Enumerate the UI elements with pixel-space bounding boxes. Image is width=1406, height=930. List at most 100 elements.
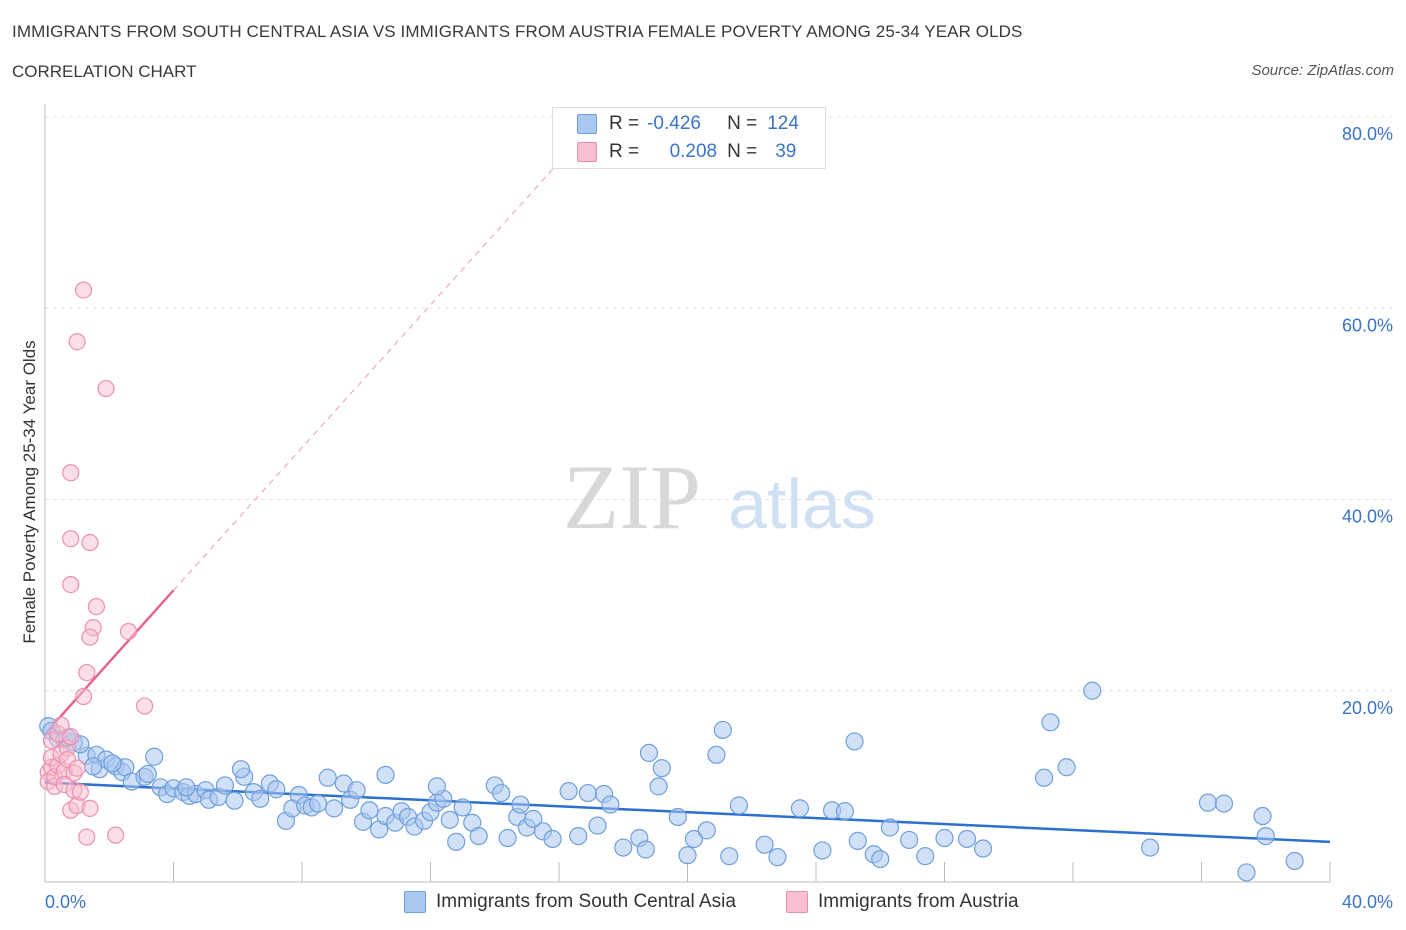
data-point-south-central-asia — [848, 831, 867, 850]
data-point-south-central-asia — [498, 828, 517, 848]
data-point-south-central-asia — [790, 799, 810, 818]
data-point-south-central-asia — [559, 782, 578, 801]
data-point-south-central-asia — [639, 743, 659, 763]
data-point-south-central-asia — [447, 832, 466, 851]
watermark-atlas: atlas — [728, 465, 876, 543]
y-tick-label: 60.0% — [1342, 315, 1393, 335]
x-tick-label-min: 0.0% — [45, 892, 86, 912]
bottom-legend-swatch-pink — [786, 891, 808, 913]
data-point-austria — [78, 663, 96, 682]
data-point-south-central-asia — [1057, 758, 1076, 777]
data-point-south-central-asia — [588, 816, 607, 835]
data-point-south-central-asia — [768, 848, 787, 867]
legend-n-label: N = — [727, 141, 758, 162]
data-point-south-central-asia — [376, 765, 395, 785]
y-tick-label: 40.0% — [1342, 507, 1393, 527]
data-point-south-central-asia — [720, 847, 739, 866]
data-point-south-central-asia — [318, 768, 337, 787]
data-point-south-central-asia — [835, 802, 855, 821]
series-south-central-asia — [39, 681, 1304, 882]
data-point-south-central-asia — [649, 777, 668, 796]
data-point-south-central-asia — [84, 757, 103, 776]
data-point-south-central-asia — [469, 826, 488, 846]
y-tick-label: 20.0% — [1342, 698, 1393, 718]
stats-legend: R = -0.426 N = 124 R = 0.208 N = 39 — [552, 107, 826, 169]
data-point-south-central-asia — [138, 764, 157, 784]
data-point-austria — [81, 533, 99, 552]
bottom-legend-blue: Immigrants from South Central Asia — [404, 889, 736, 915]
data-point-south-central-asia — [578, 783, 598, 803]
data-point-austria — [62, 576, 80, 594]
y-tick-label: 80.0% — [1342, 124, 1393, 144]
data-point-south-central-asia — [103, 754, 122, 773]
legend-swatch-pink — [577, 142, 597, 162]
data-point-south-central-asia — [440, 810, 459, 829]
data-point-austria — [62, 728, 80, 746]
data-point-austria — [135, 697, 154, 715]
data-point-south-central-asia — [871, 849, 890, 869]
data-point-south-central-asia — [511, 795, 530, 814]
data-point-south-central-asia — [267, 780, 286, 799]
data-point-south-central-asia — [678, 846, 697, 865]
data-point-south-central-asia — [1083, 681, 1102, 700]
data-point-austria — [52, 716, 70, 734]
data-point-south-central-asia — [177, 778, 196, 797]
data-point-south-central-asia — [325, 799, 344, 818]
legend-r-value: -0.426 — [647, 113, 701, 134]
data-point-south-central-asia — [636, 840, 655, 859]
data-point-south-central-asia — [652, 759, 671, 778]
data-point-south-central-asia — [880, 818, 899, 837]
data-point-south-central-asia — [668, 807, 687, 827]
watermark: ZIP atlas — [563, 446, 876, 548]
data-point-south-central-asia — [251, 789, 270, 808]
bottom-legend-label-pink: Immigrants from Austria — [818, 891, 1019, 912]
data-point-south-central-asia — [957, 829, 977, 849]
axis-labels: Female Poverty Among 25-34 Year Olds 20.0… — [20, 124, 1393, 912]
data-point-austria — [97, 379, 115, 398]
legend-row-pink: R = 0.208 N = 39 — [577, 139, 796, 165]
data-point-south-central-asia — [845, 732, 864, 751]
data-point-south-central-asia — [684, 829, 704, 849]
data-point-south-central-asia — [916, 847, 935, 866]
data-point-austria — [81, 799, 99, 817]
data-point-south-central-asia — [1034, 768, 1054, 787]
data-point-south-central-asia — [1285, 851, 1304, 871]
data-point-austria — [74, 281, 93, 299]
data-point-south-central-asia — [524, 809, 543, 828]
data-point-south-central-asia — [713, 720, 732, 740]
data-point-south-central-asia — [569, 826, 588, 846]
bottom-legend-pink: Immigrants from Austria — [786, 889, 1019, 915]
data-point-south-central-asia — [427, 777, 447, 796]
data-point-south-central-asia — [308, 794, 328, 813]
data-point-south-central-asia — [225, 791, 244, 810]
data-point-south-central-asia — [1140, 838, 1160, 857]
data-point-south-central-asia — [1237, 863, 1256, 882]
legend-n-value: 124 — [767, 113, 799, 134]
trend-line-austria-extended — [173, 126, 592, 591]
data-point-south-central-asia — [347, 781, 366, 800]
data-point-south-central-asia — [453, 798, 472, 817]
legend-n-value: 39 — [775, 141, 797, 162]
data-point-south-central-asia — [145, 747, 164, 766]
data-point-austria — [62, 530, 80, 548]
data-point-austria — [119, 622, 138, 641]
data-point-austria — [107, 826, 125, 844]
data-point-south-central-asia — [492, 783, 511, 803]
bottom-legend-swatch-blue — [404, 891, 426, 913]
data-point-austria — [87, 597, 106, 616]
data-point-south-central-asia — [1214, 794, 1234, 813]
data-point-south-central-asia — [543, 829, 562, 849]
data-point-south-central-asia — [900, 830, 919, 850]
legend-r-value: 0.208 — [669, 141, 718, 162]
data-point-austria — [68, 333, 86, 351]
data-point-south-central-asia — [1256, 826, 1275, 846]
data-point-south-central-asia — [697, 821, 716, 840]
data-point-south-central-asia — [729, 796, 749, 815]
data-point-austria — [74, 687, 93, 706]
y-axis-title: Female Poverty Among 25-34 Year Olds — [20, 340, 39, 643]
data-point-austria — [78, 828, 96, 846]
data-point-austria — [62, 464, 80, 482]
data-point-south-central-asia — [755, 835, 774, 854]
series-austria — [39, 281, 154, 846]
